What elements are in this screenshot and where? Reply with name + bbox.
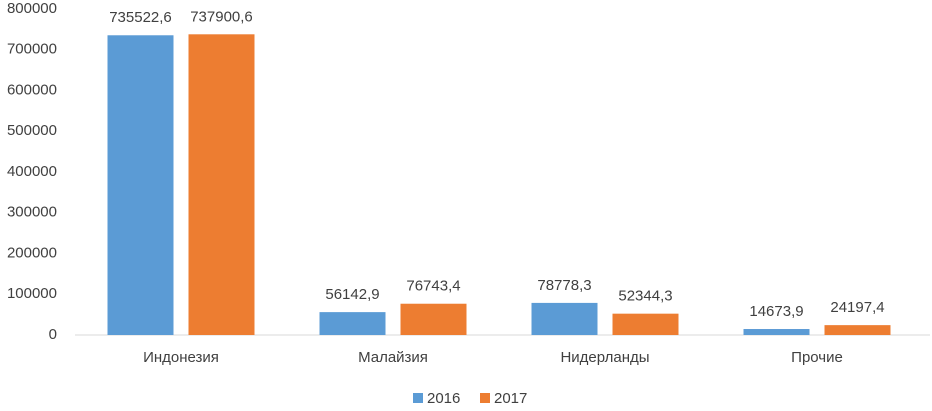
bar	[824, 325, 891, 335]
bar	[319, 312, 386, 335]
x-tick-label: Прочие	[791, 349, 843, 366]
y-tick-label: 200000	[7, 244, 57, 261]
y-tick-label: 400000	[7, 163, 57, 180]
y-tick-label: 0	[49, 326, 57, 343]
legend-swatch	[480, 393, 490, 403]
bar	[531, 302, 598, 335]
value-label: 735522,6	[109, 9, 172, 26]
legend-label: 2016	[427, 390, 460, 407]
bar	[612, 313, 679, 335]
value-label: 56142,9	[325, 286, 379, 303]
value-label: 14673,9	[749, 303, 803, 320]
bar	[188, 34, 255, 335]
value-label: 78778,3	[537, 277, 591, 294]
bar	[107, 35, 174, 336]
value-label: 737900,6	[190, 8, 253, 25]
legend-label: 2017	[494, 390, 527, 407]
x-tick-label: Малайзия	[358, 349, 428, 366]
value-label: 24197,4	[830, 299, 884, 316]
y-tick-label: 700000	[7, 41, 57, 58]
y-tick-label: 100000	[7, 285, 57, 302]
y-tick-label: 600000	[7, 81, 57, 98]
x-tick-label: Индонезия	[143, 349, 219, 366]
bar	[400, 303, 467, 335]
x-tick-label: Нидерланды	[560, 349, 649, 366]
value-label: 52344,3	[618, 288, 672, 305]
bar	[743, 329, 810, 335]
y-tick-label: 800000	[7, 0, 57, 17]
legend-swatch	[413, 393, 423, 403]
y-tick-label: 500000	[7, 122, 57, 139]
y-tick-label: 300000	[7, 204, 57, 221]
value-label: 76743,4	[406, 278, 460, 295]
